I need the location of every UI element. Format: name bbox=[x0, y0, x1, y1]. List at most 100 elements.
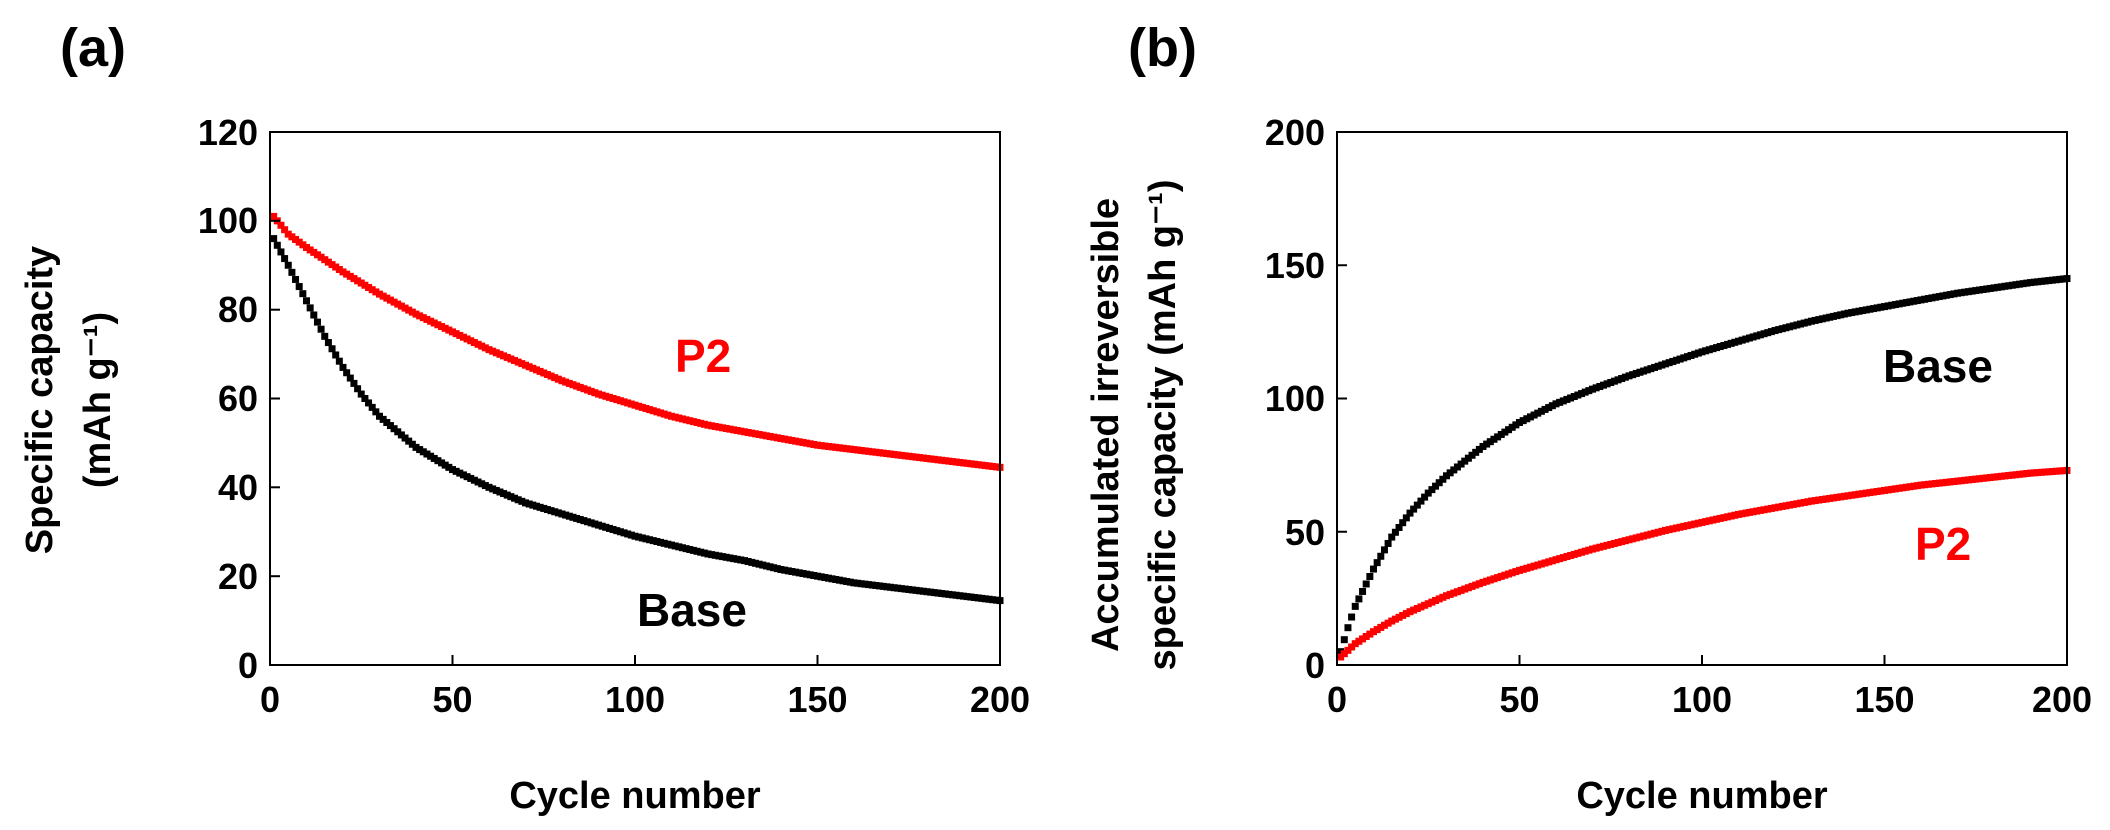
panel-a-base-point bbox=[671, 542, 679, 550]
panel-b-base-point bbox=[2037, 277, 2045, 285]
panel-a-ytick-label: 100 bbox=[198, 200, 258, 241]
panel-a-p2-point bbox=[547, 372, 555, 380]
panel-a-series-label-p2: P2 bbox=[675, 330, 731, 382]
panel-a-base-point bbox=[744, 558, 752, 566]
panel-b-base-point bbox=[2001, 282, 2009, 290]
panel-b-p2-point bbox=[1888, 485, 1896, 493]
panel-b-p2-point bbox=[1745, 508, 1753, 516]
panel-a-p2-point bbox=[978, 461, 986, 469]
panel-b-xtick-label: 50 bbox=[1499, 679, 1539, 720]
panel-b-base-point bbox=[1417, 497, 1425, 505]
panel-b-base-point bbox=[1486, 438, 1494, 446]
panel-b-p2-point bbox=[1453, 588, 1461, 596]
panel-a-p2-point bbox=[693, 418, 701, 426]
panel-b-p2-point bbox=[1578, 548, 1586, 556]
panel-b-p2-point bbox=[1377, 623, 1385, 631]
panel-a-p2-point bbox=[941, 457, 949, 465]
panel-b-p2-point bbox=[2030, 469, 2038, 477]
panel-b-base-point bbox=[1881, 303, 1888, 311]
panel-b-p2-point bbox=[2034, 469, 2042, 477]
panel-b-p2-point bbox=[2005, 472, 2013, 480]
panel-b-base-point bbox=[1964, 288, 1972, 296]
panel-b-p2-point bbox=[1957, 477, 1965, 485]
panel-b-base-point bbox=[1366, 573, 1374, 581]
panel-a-p2-point bbox=[317, 253, 325, 261]
panel-b-series-base bbox=[1337, 275, 2071, 656]
panel-a-base-point bbox=[445, 463, 453, 471]
panel-a-base-point bbox=[876, 582, 884, 590]
panel-b-base-point bbox=[1851, 308, 1859, 316]
panel-b-p2-point bbox=[1603, 541, 1611, 549]
panel-b-p2-point bbox=[1986, 474, 1994, 482]
panel-b-base-point bbox=[1490, 435, 1498, 443]
panel-a-base-point bbox=[328, 345, 336, 353]
panel-a-p2-point bbox=[613, 396, 621, 404]
panel-a-base-point bbox=[989, 596, 997, 604]
panel-b-base-point bbox=[1764, 329, 1772, 337]
panel-a-p2-point bbox=[281, 226, 289, 234]
panel-a-base-point bbox=[281, 255, 289, 263]
panel-a-p2-point bbox=[481, 344, 489, 352]
panel-b-p2-point bbox=[1541, 559, 1549, 567]
panel-a-p2-point bbox=[649, 407, 657, 415]
panel-b-base-point bbox=[1351, 602, 1359, 610]
panel-a-base-point bbox=[773, 565, 781, 573]
panel-a-base-point bbox=[580, 517, 588, 525]
panel-b-p2-point bbox=[1592, 544, 1600, 552]
panel-a-p2-point bbox=[832, 443, 840, 451]
panel-a-base-point bbox=[941, 590, 949, 598]
panel-b-base-point bbox=[1362, 580, 1370, 588]
panel-a-series-layer bbox=[270, 212, 1004, 605]
panel-a-base-point bbox=[799, 570, 807, 577]
panel-a-base-point bbox=[474, 478, 482, 486]
panel-a-p2-point bbox=[792, 437, 800, 445]
panel-a-base-point bbox=[890, 584, 898, 592]
panel-b-p2-point bbox=[1658, 527, 1666, 535]
panel-a-base-point bbox=[733, 555, 741, 563]
panel-b-base-point bbox=[1380, 546, 1388, 554]
panel-b-p2-point bbox=[1990, 473, 1998, 481]
panel-b-base-point bbox=[1983, 285, 1991, 293]
panel-a-p2-point bbox=[675, 414, 683, 422]
panel-a-p2-point bbox=[394, 300, 402, 308]
panel-b-p2-point bbox=[1391, 615, 1399, 623]
panel-a-p2-point bbox=[646, 406, 654, 414]
panel-a-p2-point bbox=[419, 314, 427, 322]
panel-b-base-point bbox=[1990, 284, 1998, 292]
panel-a-p2-point bbox=[938, 456, 946, 464]
panel-b-base-point bbox=[2052, 276, 2060, 284]
panel-a-base-point bbox=[624, 530, 632, 538]
panel-a-p2-point bbox=[467, 337, 475, 345]
panel-a-p2-point bbox=[737, 427, 745, 435]
panel-a-p2-point bbox=[408, 308, 416, 316]
panel-b-letter: (b) bbox=[1128, 18, 1197, 78]
panel-b-base-point bbox=[1862, 306, 1870, 314]
panel-b-p2-point bbox=[1837, 493, 1845, 501]
panel-a-y-axis-title-line2: (mAh g⁻¹) bbox=[77, 312, 119, 488]
panel-a-p2-point bbox=[657, 409, 665, 417]
panel-a-p2-point bbox=[536, 367, 544, 375]
panel-a-ytick-label: 60 bbox=[218, 378, 258, 419]
panel-a-base-point bbox=[638, 534, 646, 542]
panel-b-base-point bbox=[1811, 316, 1819, 324]
panel-a-base-point bbox=[419, 448, 427, 456]
panel-a-p2-point bbox=[773, 434, 781, 442]
panel-b-base-point bbox=[2045, 277, 2053, 285]
panel-b-p2-point bbox=[1979, 474, 1987, 482]
panel-b-base-point bbox=[1720, 341, 1728, 349]
panel-b-base-point bbox=[2019, 280, 2027, 288]
panel-b-base-point bbox=[1771, 327, 1779, 335]
panel-a-base-point bbox=[916, 587, 924, 595]
panel-b-base-point bbox=[1355, 595, 1363, 603]
panel-a-base-point bbox=[722, 553, 730, 561]
panel-b-p2-point bbox=[1946, 478, 1954, 486]
panel-a-base-point bbox=[704, 550, 712, 558]
panel-a-p2-point bbox=[715, 423, 723, 431]
panel-b-p2-point bbox=[1607, 540, 1615, 548]
panel-a-p2-point bbox=[923, 454, 931, 462]
panel-a-x-axis-title: Cycle number bbox=[509, 775, 761, 817]
panel-b-p2-point bbox=[1720, 514, 1728, 522]
panel-b-base-point bbox=[1979, 286, 1987, 293]
panel-a-p2-point bbox=[459, 333, 467, 341]
panel-a-p2-point bbox=[686, 417, 694, 425]
